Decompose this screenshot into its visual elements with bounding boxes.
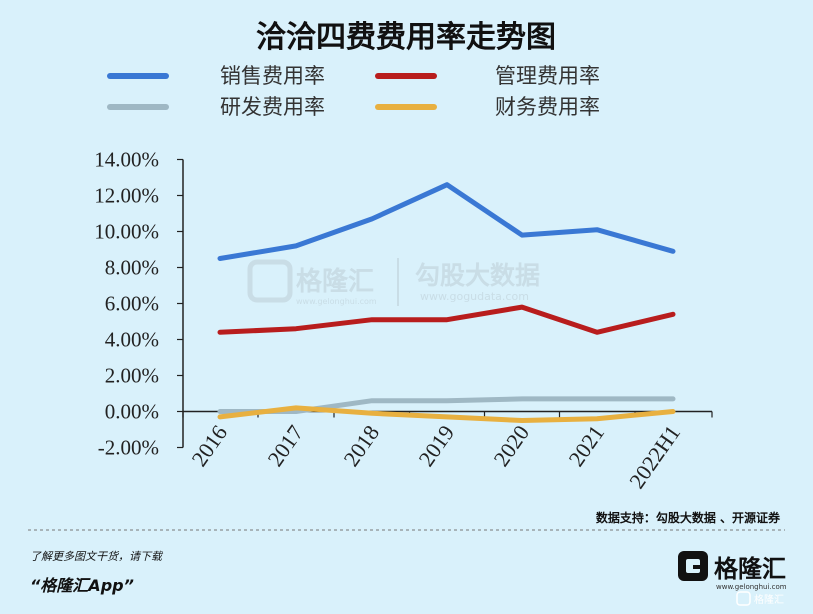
y-tick-label: 6.00% bbox=[105, 292, 159, 316]
legend-label: 研发费用率 bbox=[220, 95, 325, 119]
brand-logo: 格隆汇 www.gelonghui.com bbox=[678, 551, 787, 591]
y-tick-label: 8.00% bbox=[105, 256, 159, 280]
x-tick-label: 2020 bbox=[488, 421, 534, 471]
footer-download-text: 了解更多图文干货，请下载 bbox=[30, 550, 164, 563]
series-line bbox=[217, 182, 676, 261]
y-tick-label: 14.00% bbox=[94, 148, 159, 172]
x-tick-label: 2017 bbox=[262, 421, 308, 471]
x-tick-label: 2019 bbox=[413, 421, 459, 471]
watermark-right-domain: www.gogudata.com bbox=[420, 290, 529, 303]
y-tick-label: 10.00% bbox=[94, 220, 159, 244]
y-tick-label: 12.00% bbox=[94, 184, 159, 208]
x-tick-label: 2022H1 bbox=[624, 421, 685, 493]
corner-tag: 格隆汇 bbox=[754, 593, 784, 606]
corner-logo-icon bbox=[736, 591, 751, 606]
footer-app-name: “格隆汇App” bbox=[30, 576, 134, 595]
y-tick-label: 0.00% bbox=[105, 400, 159, 424]
source-text: 数据支持：勾股大数据 、开源证券 bbox=[596, 510, 781, 525]
chart-title: 洽洽四费费用率走势图 bbox=[256, 20, 556, 55]
y-tick-label: -2.00% bbox=[98, 436, 159, 460]
brand-name: 格隆汇 bbox=[714, 555, 786, 583]
watermark: 格隆汇 www.gelonghui.com 勾股大数据 www.gogudata… bbox=[247, 258, 540, 306]
x-tick-label: 2021 bbox=[563, 421, 609, 471]
legend-label: 管理费用率 bbox=[495, 64, 600, 88]
x-tick-label: 2018 bbox=[338, 421, 384, 471]
legend-label: 财务费用率 bbox=[495, 95, 600, 119]
watermark-right-name: 勾股大数据 bbox=[415, 261, 540, 290]
legend-label: 销售费用率 bbox=[220, 64, 325, 88]
series-lines bbox=[217, 182, 676, 423]
series-line bbox=[217, 304, 676, 335]
series-line bbox=[217, 405, 676, 423]
series-line bbox=[217, 396, 676, 414]
watermark-left-name: 格隆汇 bbox=[296, 266, 374, 297]
corner-watermark: 格隆汇 bbox=[736, 591, 784, 606]
y-tick-label: 4.00% bbox=[105, 328, 159, 352]
x-tick-label: 2016 bbox=[186, 421, 232, 471]
watermark-logo-icon bbox=[247, 259, 293, 303]
y-tick-label: 2.00% bbox=[105, 364, 159, 388]
watermark-left-domain: www.gelonghui.com bbox=[296, 297, 377, 306]
brand-domain: www.gelonghui.com bbox=[716, 583, 787, 591]
